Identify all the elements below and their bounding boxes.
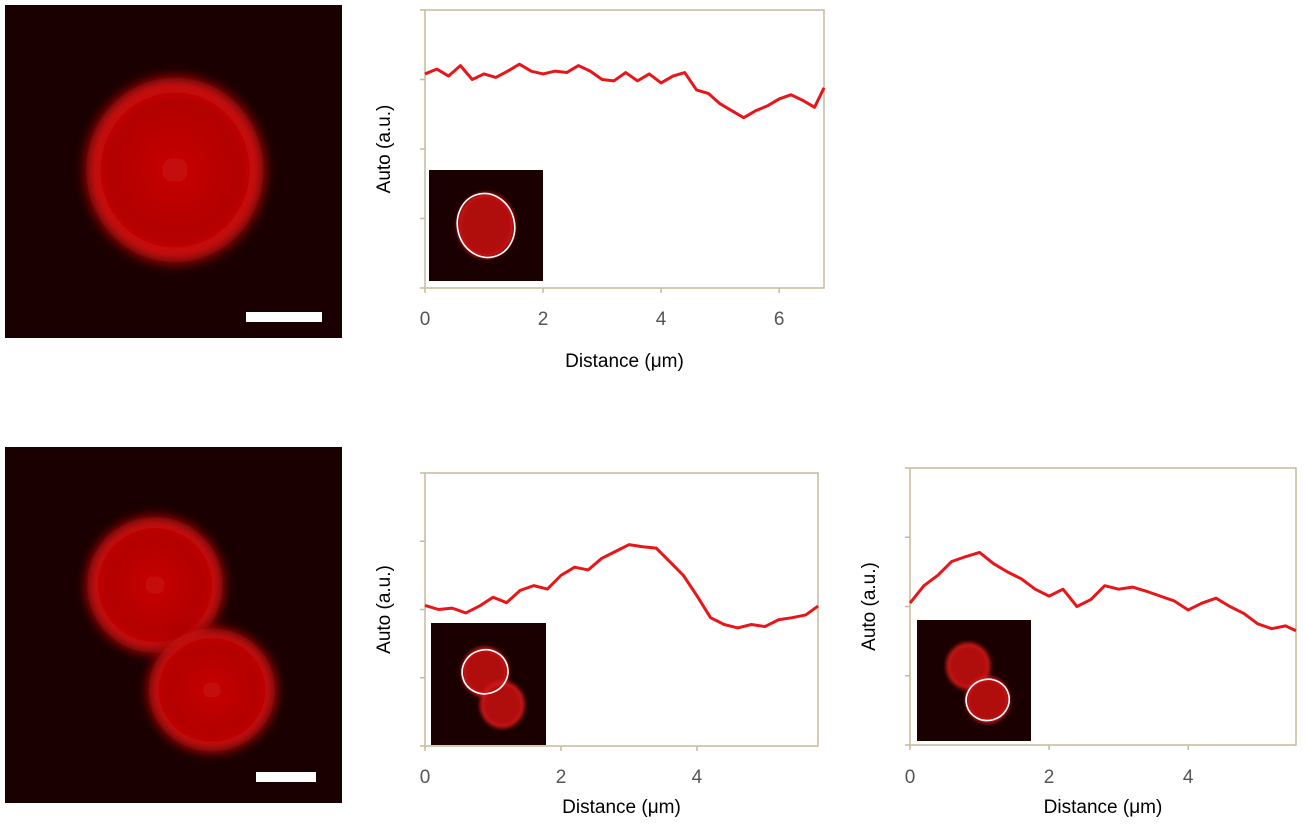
y-axis-label: Auto (a.u.)	[859, 562, 880, 651]
x-tick-label: 0	[420, 767, 431, 788]
line-chart: 0 2 4 6 Distance (μm) Auto (a.u.)	[374, 9, 826, 372]
x-tick-label: 4	[692, 767, 703, 788]
x-tick-label: 6	[774, 309, 785, 330]
y-axis-label: Auto (a.u.)	[374, 105, 395, 194]
inset-image	[431, 623, 546, 745]
x-axis-label: Distance (μm)	[562, 797, 681, 818]
inset-image	[917, 620, 1031, 741]
inset-image	[429, 170, 543, 281]
roi-outline	[965, 678, 1011, 722]
x-tick-label: 2	[556, 767, 567, 788]
line-chart: 0 2 4 Distance (μm) Auto (a.u.)	[859, 467, 1297, 818]
x-tick-label: 4	[656, 309, 667, 330]
profile-line	[424, 543, 819, 630]
x-axis-label: Distance (μm)	[1044, 797, 1163, 818]
inset-cell	[457, 192, 515, 259]
roi-outline	[456, 192, 516, 259]
profile-line	[908, 550, 1297, 633]
x-tick-label: 2	[1044, 767, 1055, 788]
inset-cell	[965, 676, 1010, 724]
line-chart: 0 2 4 Distance (μm) Auto (a.u.)	[374, 472, 819, 818]
inset-cell	[946, 642, 991, 690]
x-tick-label: 0	[420, 309, 431, 330]
y-axis-label: Auto (a.u.)	[374, 565, 395, 654]
inset-cell	[480, 681, 525, 729]
roi-outline	[461, 648, 509, 695]
x-axis-label: Distance (μm)	[565, 351, 684, 372]
micrograph-top	[5, 5, 342, 338]
x-tick-label: 4	[1183, 767, 1194, 788]
x-tick-label: 2	[538, 309, 549, 330]
micrograph-bottom	[5, 447, 342, 803]
profile-line	[424, 62, 826, 120]
x-tick-label: 0	[905, 767, 916, 788]
